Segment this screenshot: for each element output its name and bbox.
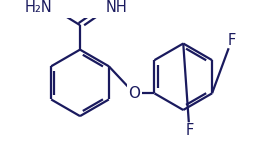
Text: NH: NH xyxy=(105,0,127,15)
Text: F: F xyxy=(227,33,236,48)
Text: O: O xyxy=(128,86,140,101)
Text: F: F xyxy=(185,123,193,138)
Text: H₂N: H₂N xyxy=(24,0,52,15)
